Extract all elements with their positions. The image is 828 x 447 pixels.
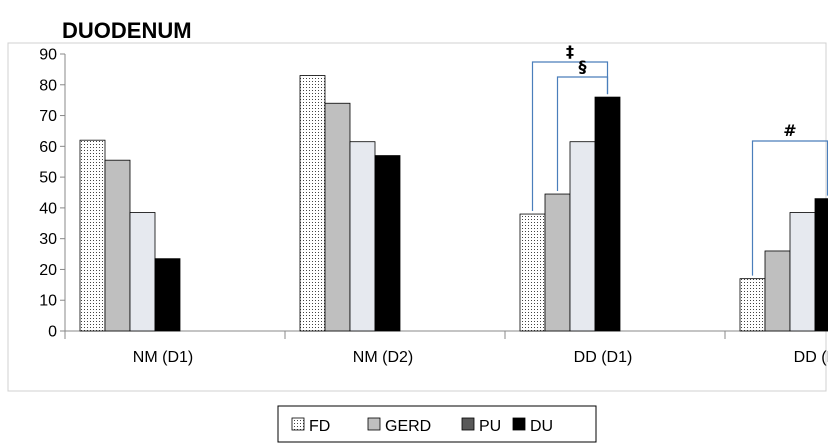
y-tick-label: 50	[39, 170, 57, 187]
y-tick-label: 60	[39, 139, 57, 156]
legend-swatch-pu	[461, 417, 475, 431]
bar-du	[374, 155, 401, 332]
y-tick-label: 30	[39, 231, 57, 248]
category-label: NM (D1)	[133, 349, 193, 366]
legend-label-gerd: GERD	[385, 418, 431, 435]
category-label: DD (D2)	[794, 349, 828, 366]
plot-area: 0 10 20 30 40 50 60 70 80 90 NM (D1) NM (D2) DD (D1)…	[39, 42, 828, 366]
bar-pu	[129, 212, 156, 332]
legend-swatch-fd	[291, 417, 305, 431]
y-tick-label: 10	[39, 293, 57, 310]
y-tick-label: 20	[39, 262, 57, 279]
legend-swatch-gerd	[367, 417, 381, 431]
legend-swatch-du	[512, 417, 526, 431]
y-tick-label: 80	[39, 77, 57, 94]
bar-fd	[299, 75, 326, 332]
legend-label-pu: PU	[479, 418, 501, 435]
bar-du	[154, 258, 181, 332]
bar-du	[814, 198, 828, 332]
bar-gerd	[544, 193, 571, 332]
bar-fd	[739, 278, 766, 332]
bar-fd	[79, 139, 106, 332]
y-tick-label: 90	[39, 47, 57, 64]
significance-symbol: #	[783, 121, 796, 140]
legend: FD GERD PU DU	[277, 405, 597, 443]
legend-label-du: DU	[530, 418, 553, 435]
y-tick-label: 70	[39, 108, 57, 125]
y-tick-label: 40	[39, 200, 57, 217]
legend-box	[277, 405, 597, 443]
y-tick-label: 0	[48, 324, 57, 341]
significance-symbol: §	[579, 57, 587, 76]
bar-gerd	[104, 159, 131, 332]
chart-title: DUODENUM	[62, 18, 192, 43]
legend-label-fd: FD	[309, 418, 330, 435]
bar-gerd	[324, 102, 351, 332]
category-label: DD (D1)	[574, 349, 633, 366]
bar-du	[594, 96, 621, 332]
bar-pu	[569, 141, 596, 332]
bar-fd	[519, 213, 546, 332]
significance-bracket	[556, 76, 609, 192]
bar-pu	[349, 141, 376, 332]
category-label: NM (D2)	[353, 349, 413, 366]
significance-symbol: ‡	[566, 42, 574, 61]
bar-pu	[789, 212, 816, 332]
bar-gerd	[764, 250, 791, 332]
